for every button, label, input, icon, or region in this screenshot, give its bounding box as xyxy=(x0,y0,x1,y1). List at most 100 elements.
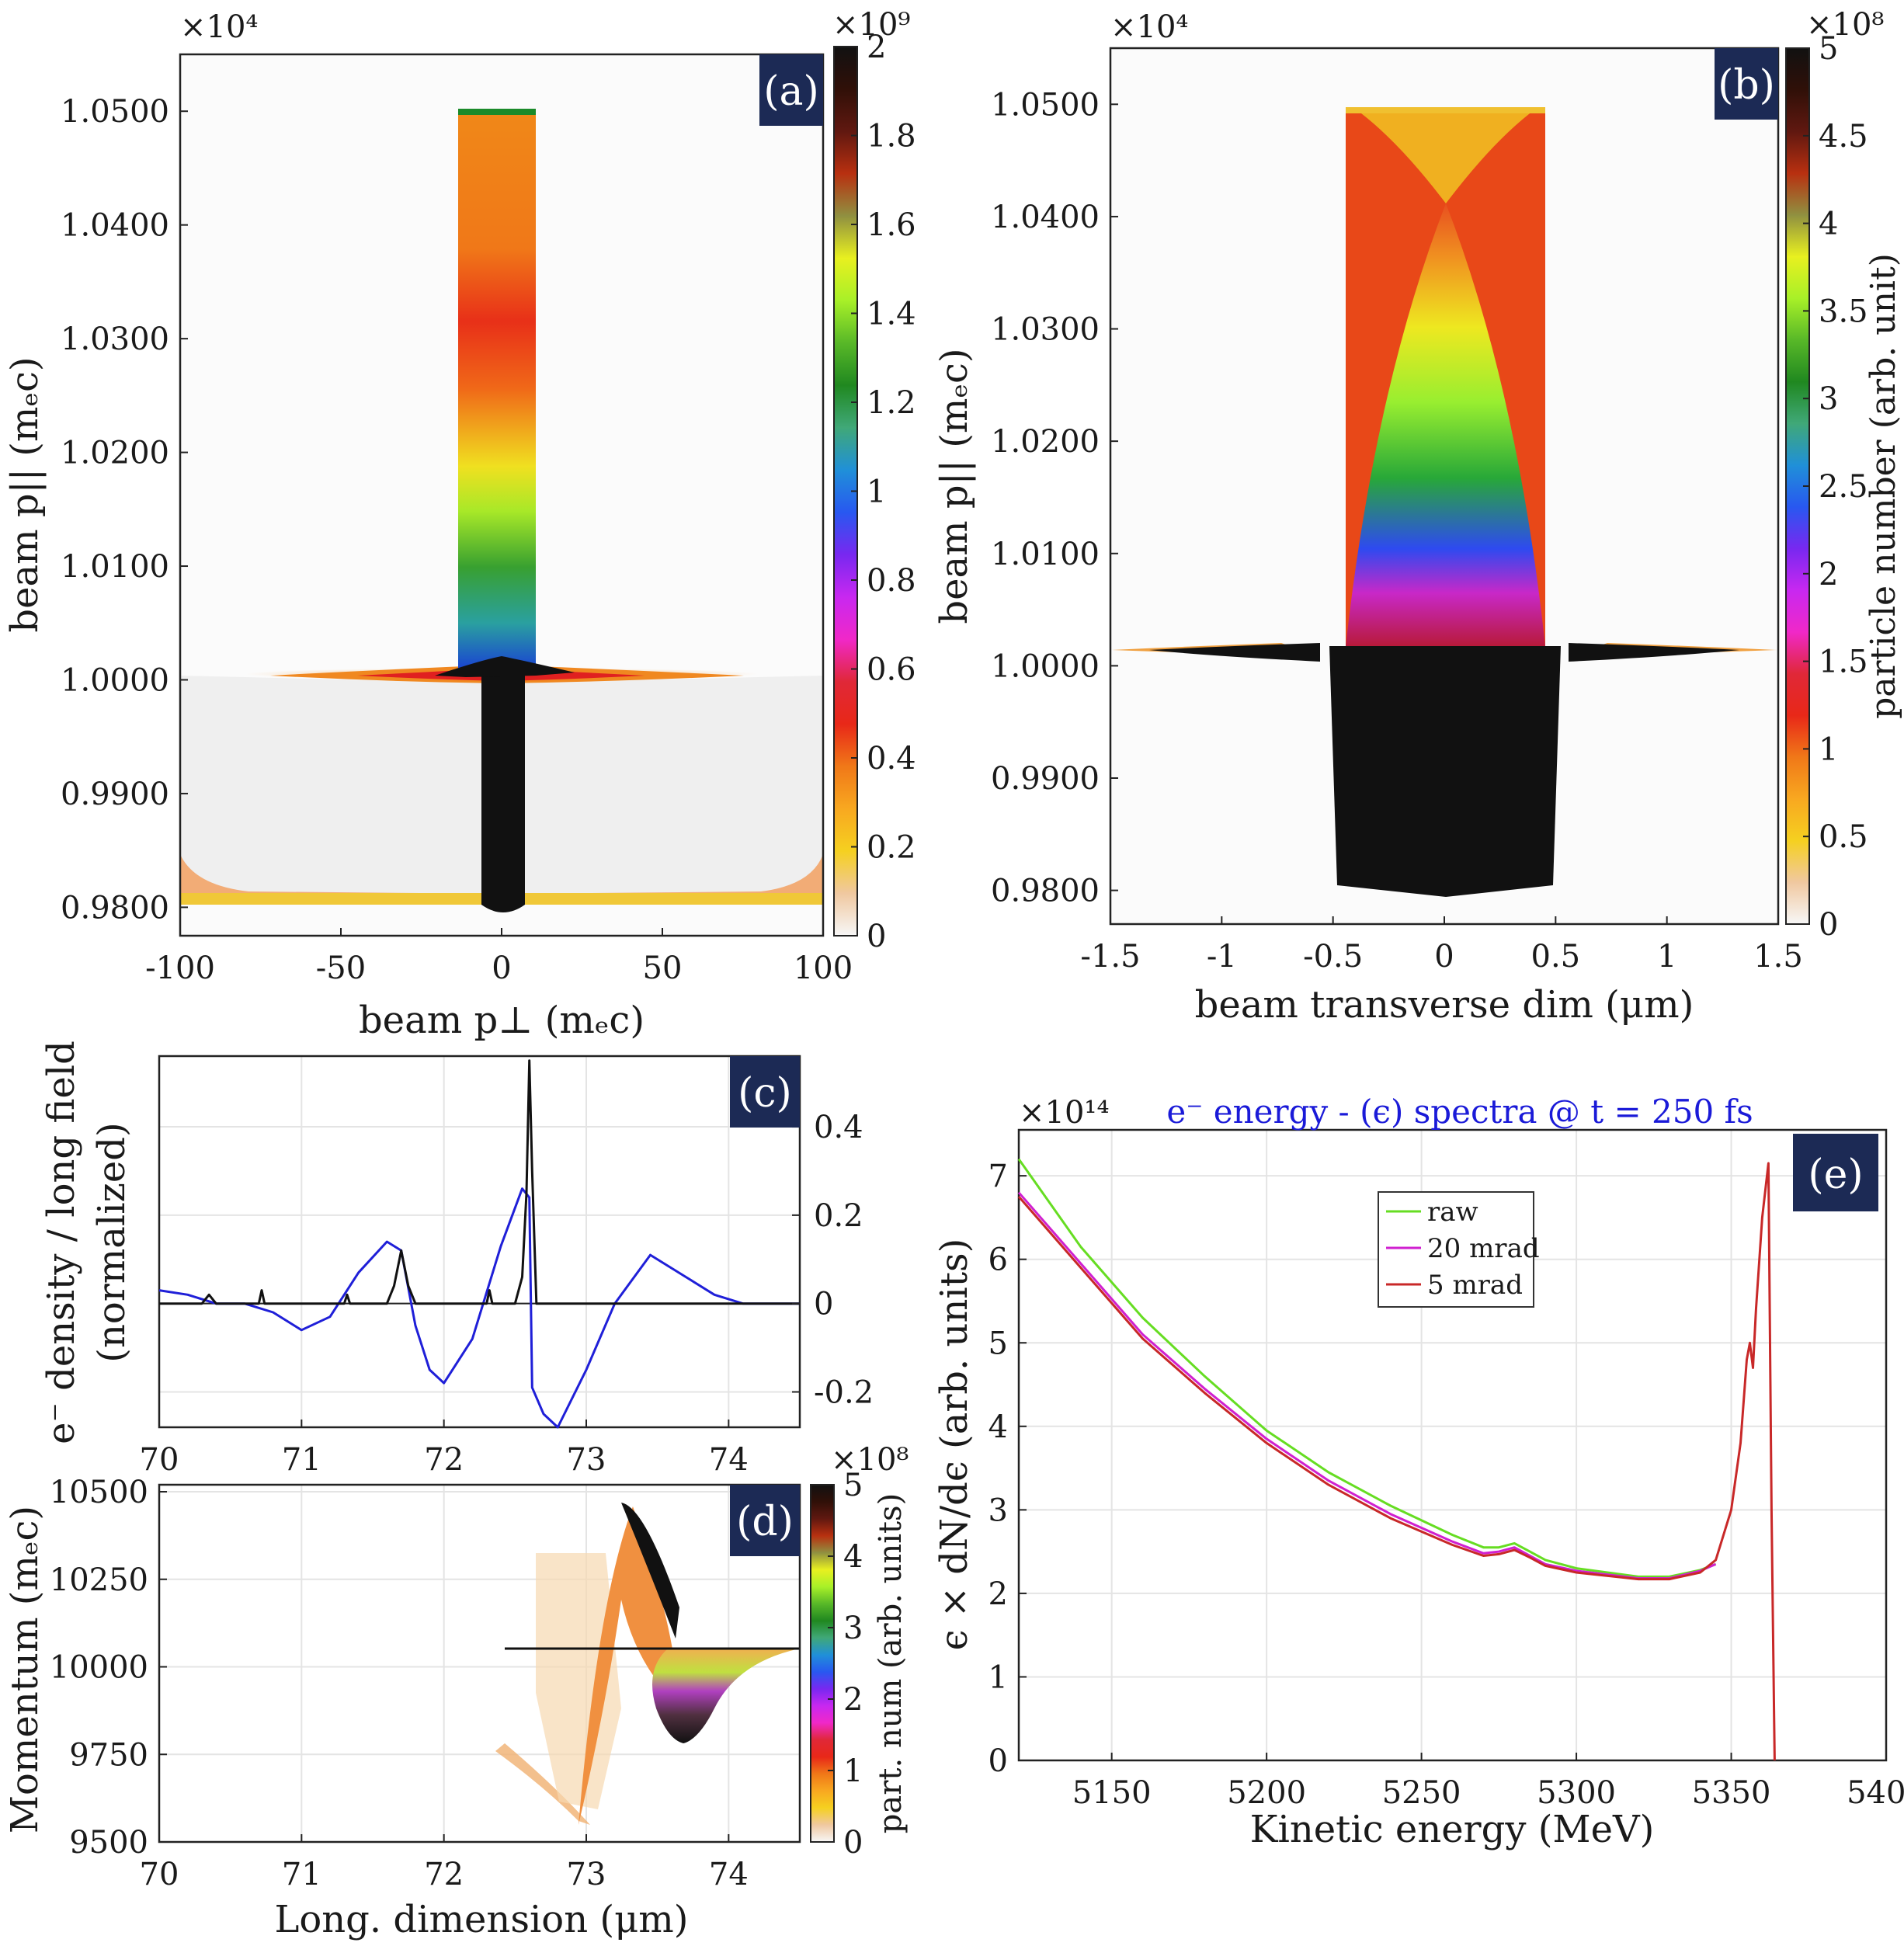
x-tick-label: 1.5 xyxy=(1753,939,1803,975)
colorbar-tick-label: 5 xyxy=(843,1468,863,1503)
panel-b-xlabel: beam transverse dim (μm) xyxy=(1195,983,1694,1027)
colorbar-tick-label: 0.2 xyxy=(867,830,916,866)
panel-d-well xyxy=(652,1649,800,1743)
panel-e-y-exponent: ×10¹⁴ xyxy=(1019,1095,1109,1131)
x-tick-label: -1.5 xyxy=(1080,939,1140,975)
panel-c-grid xyxy=(158,1056,800,1427)
y-tick-label: 0.9900 xyxy=(991,761,1100,797)
x-tick-label: -1 xyxy=(1207,939,1237,975)
panel-b-colorbar-ticks: 0 0.5 1 1.5 2 2.5 3 3.5 4 4.5 5 xyxy=(1803,31,1868,943)
panel-a-black-core xyxy=(481,668,525,912)
y-tick-label: 0 xyxy=(988,1743,1008,1779)
panel-e-xlabel: Kinetic energy (MeV) xyxy=(1250,1808,1655,1851)
panel-e-ylabel: ϵ × dN/dϵ (arb. units) xyxy=(933,1239,976,1651)
x-tick-label: 100 xyxy=(794,950,853,986)
x-tick-label: 5150 xyxy=(1072,1775,1152,1811)
panel-c-lines xyxy=(158,1059,800,1429)
series-line-long-field xyxy=(158,1187,800,1429)
panel-d-label: (d) xyxy=(736,1499,794,1545)
panel-d-tail xyxy=(495,1743,590,1825)
panel-b-ylabel: beam p|| (mₑc) xyxy=(933,348,976,624)
panel-d-colorbar xyxy=(810,1484,835,1843)
y-tick-label: 1.0100 xyxy=(61,549,169,585)
panel-b-label-box xyxy=(1715,48,1778,120)
x-tick-label: 71 xyxy=(282,1857,321,1892)
colorbar-tick-label: 3 xyxy=(843,1611,863,1646)
x-tick-label: 72 xyxy=(424,1442,464,1478)
panel-d-xlabel: Long. dimension (μm) xyxy=(274,1898,688,1941)
panel-d-spike-edge xyxy=(621,1503,679,1638)
panel-c-ylabel-line1: e⁻ density / long field xyxy=(40,1041,83,1444)
legend-label-raw: raw xyxy=(1427,1197,1478,1228)
y-tick-label: 3 xyxy=(988,1493,1008,1528)
x-tick-label: 5350 xyxy=(1692,1775,1771,1811)
colorbar-tick-label: 1.8 xyxy=(867,119,916,155)
colorbar-tick-label: 2 xyxy=(843,1682,863,1718)
colorbar-tick-label: 4 xyxy=(843,1539,863,1575)
colorbar-tick-label: 1.5 xyxy=(1819,645,1868,680)
colorbar-tick-label: 0.8 xyxy=(867,563,916,599)
panel-a-colorbar-exponent: ×10⁹ xyxy=(832,7,910,43)
panel-a: -100 -50 0 50 100 0.9800 0.9900 1.0000 1.0100 1.0… xyxy=(3,7,916,1042)
y-tick-label: 9500 xyxy=(69,1825,148,1861)
panel-a-column xyxy=(458,109,536,668)
panel-d-colorbar-label: part. num (arb. units) xyxy=(873,1493,909,1833)
panel-b-colorbar-exponent: ×10⁸ xyxy=(1806,7,1884,43)
panel-b: -1.5 -1 -0.5 0 0.5 1 1.5 0.9800 0.9900 1.0000 1.01… xyxy=(933,7,1903,1027)
panel-a-ticks: -100 -50 0 50 100 0.9800 0.9900 1.0000 1.0100 1.0… xyxy=(61,94,853,986)
panel-a-xlabel: beam p⊥ (mₑc) xyxy=(359,999,645,1042)
panel-b-fan-edge xyxy=(1346,107,1545,113)
panel-b-fan-top xyxy=(1355,109,1536,203)
panel-a-ylabel: beam p|| (mₑc) xyxy=(3,356,47,632)
panel-d-ticks: 70 71 72 73 74 9500 9750 10000 10250 10500 xyxy=(50,1475,749,1892)
y-tick-label: 1.0300 xyxy=(61,321,169,357)
y-tick-label: 0.4 xyxy=(814,1110,863,1145)
panel-a-y-exponent: ×10⁴ xyxy=(180,9,258,45)
y-tick-label: 1.0300 xyxy=(991,312,1100,348)
y-tick-label: 0.9900 xyxy=(61,777,169,812)
panel-b-colorbar-label: particle number (arb. unit) xyxy=(1864,253,1903,719)
panel-d-halo xyxy=(536,1553,621,1809)
y-tick-label: 10500 xyxy=(50,1475,148,1510)
panel-e-title: e⁻ energy - (ϵ) spectra @ t = 250 fs xyxy=(1166,1093,1753,1131)
panel-b-wing-core-left xyxy=(1149,643,1320,662)
panel-c-label: (c) xyxy=(738,1070,792,1117)
x-tick-label: 0 xyxy=(492,950,511,986)
panel-d-ylabel: Momentum (mₑc) xyxy=(3,1506,47,1833)
x-tick-label: 74 xyxy=(709,1442,749,1478)
y-tick-label: 2 xyxy=(988,1576,1008,1612)
y-tick-label: 1 xyxy=(988,1659,1008,1695)
panel-c-ylabel-line2: (normalized) xyxy=(90,1122,134,1362)
colorbar-tick-label: 0.6 xyxy=(867,652,916,688)
x-tick-label: 70 xyxy=(140,1857,179,1892)
colorbar-tick-label: 2 xyxy=(1819,557,1838,592)
legend-label-20mrad: 20 mrad xyxy=(1427,1233,1540,1264)
colorbar-tick-label: 4.5 xyxy=(1819,119,1868,155)
panel-b-ticks: -1.5 -1 -0.5 0 0.5 1 1.5 0.9800 0.9900 1.0000 1.01… xyxy=(991,87,1803,975)
colorbar-tick-label: 4 xyxy=(1819,207,1838,242)
x-tick-label: 5250 xyxy=(1382,1775,1461,1811)
series-line-raw xyxy=(1017,1158,1717,1578)
colorbar-tick-label: 1 xyxy=(1819,731,1838,767)
panel-d-grid xyxy=(158,1485,800,1843)
series-line-e⁻-density xyxy=(159,1059,800,1305)
y-tick-label: 1.0400 xyxy=(61,208,169,244)
series-line-20-mrad xyxy=(1017,1191,1717,1579)
y-tick-label: -0.2 xyxy=(814,1374,874,1410)
y-tick-label: 10250 xyxy=(50,1562,148,1598)
y-tick-label: 6 xyxy=(988,1242,1008,1278)
y-tick-label: 1.0100 xyxy=(991,537,1100,572)
colorbar-tick-label: 0 xyxy=(867,919,886,954)
x-tick-label: 71 xyxy=(282,1442,321,1478)
colorbar-tick-label: 0 xyxy=(843,1825,863,1861)
colorbar-tick-label: 5 xyxy=(1819,31,1838,67)
y-tick-label: 0.9800 xyxy=(991,874,1100,909)
panel-e-lines xyxy=(1017,1158,1776,1761)
x-tick-label: -50 xyxy=(316,950,366,986)
panel-a-label: (a) xyxy=(763,68,819,115)
colorbar-tick-label: 1.6 xyxy=(867,207,916,243)
y-tick-label: 1.0200 xyxy=(61,436,169,471)
